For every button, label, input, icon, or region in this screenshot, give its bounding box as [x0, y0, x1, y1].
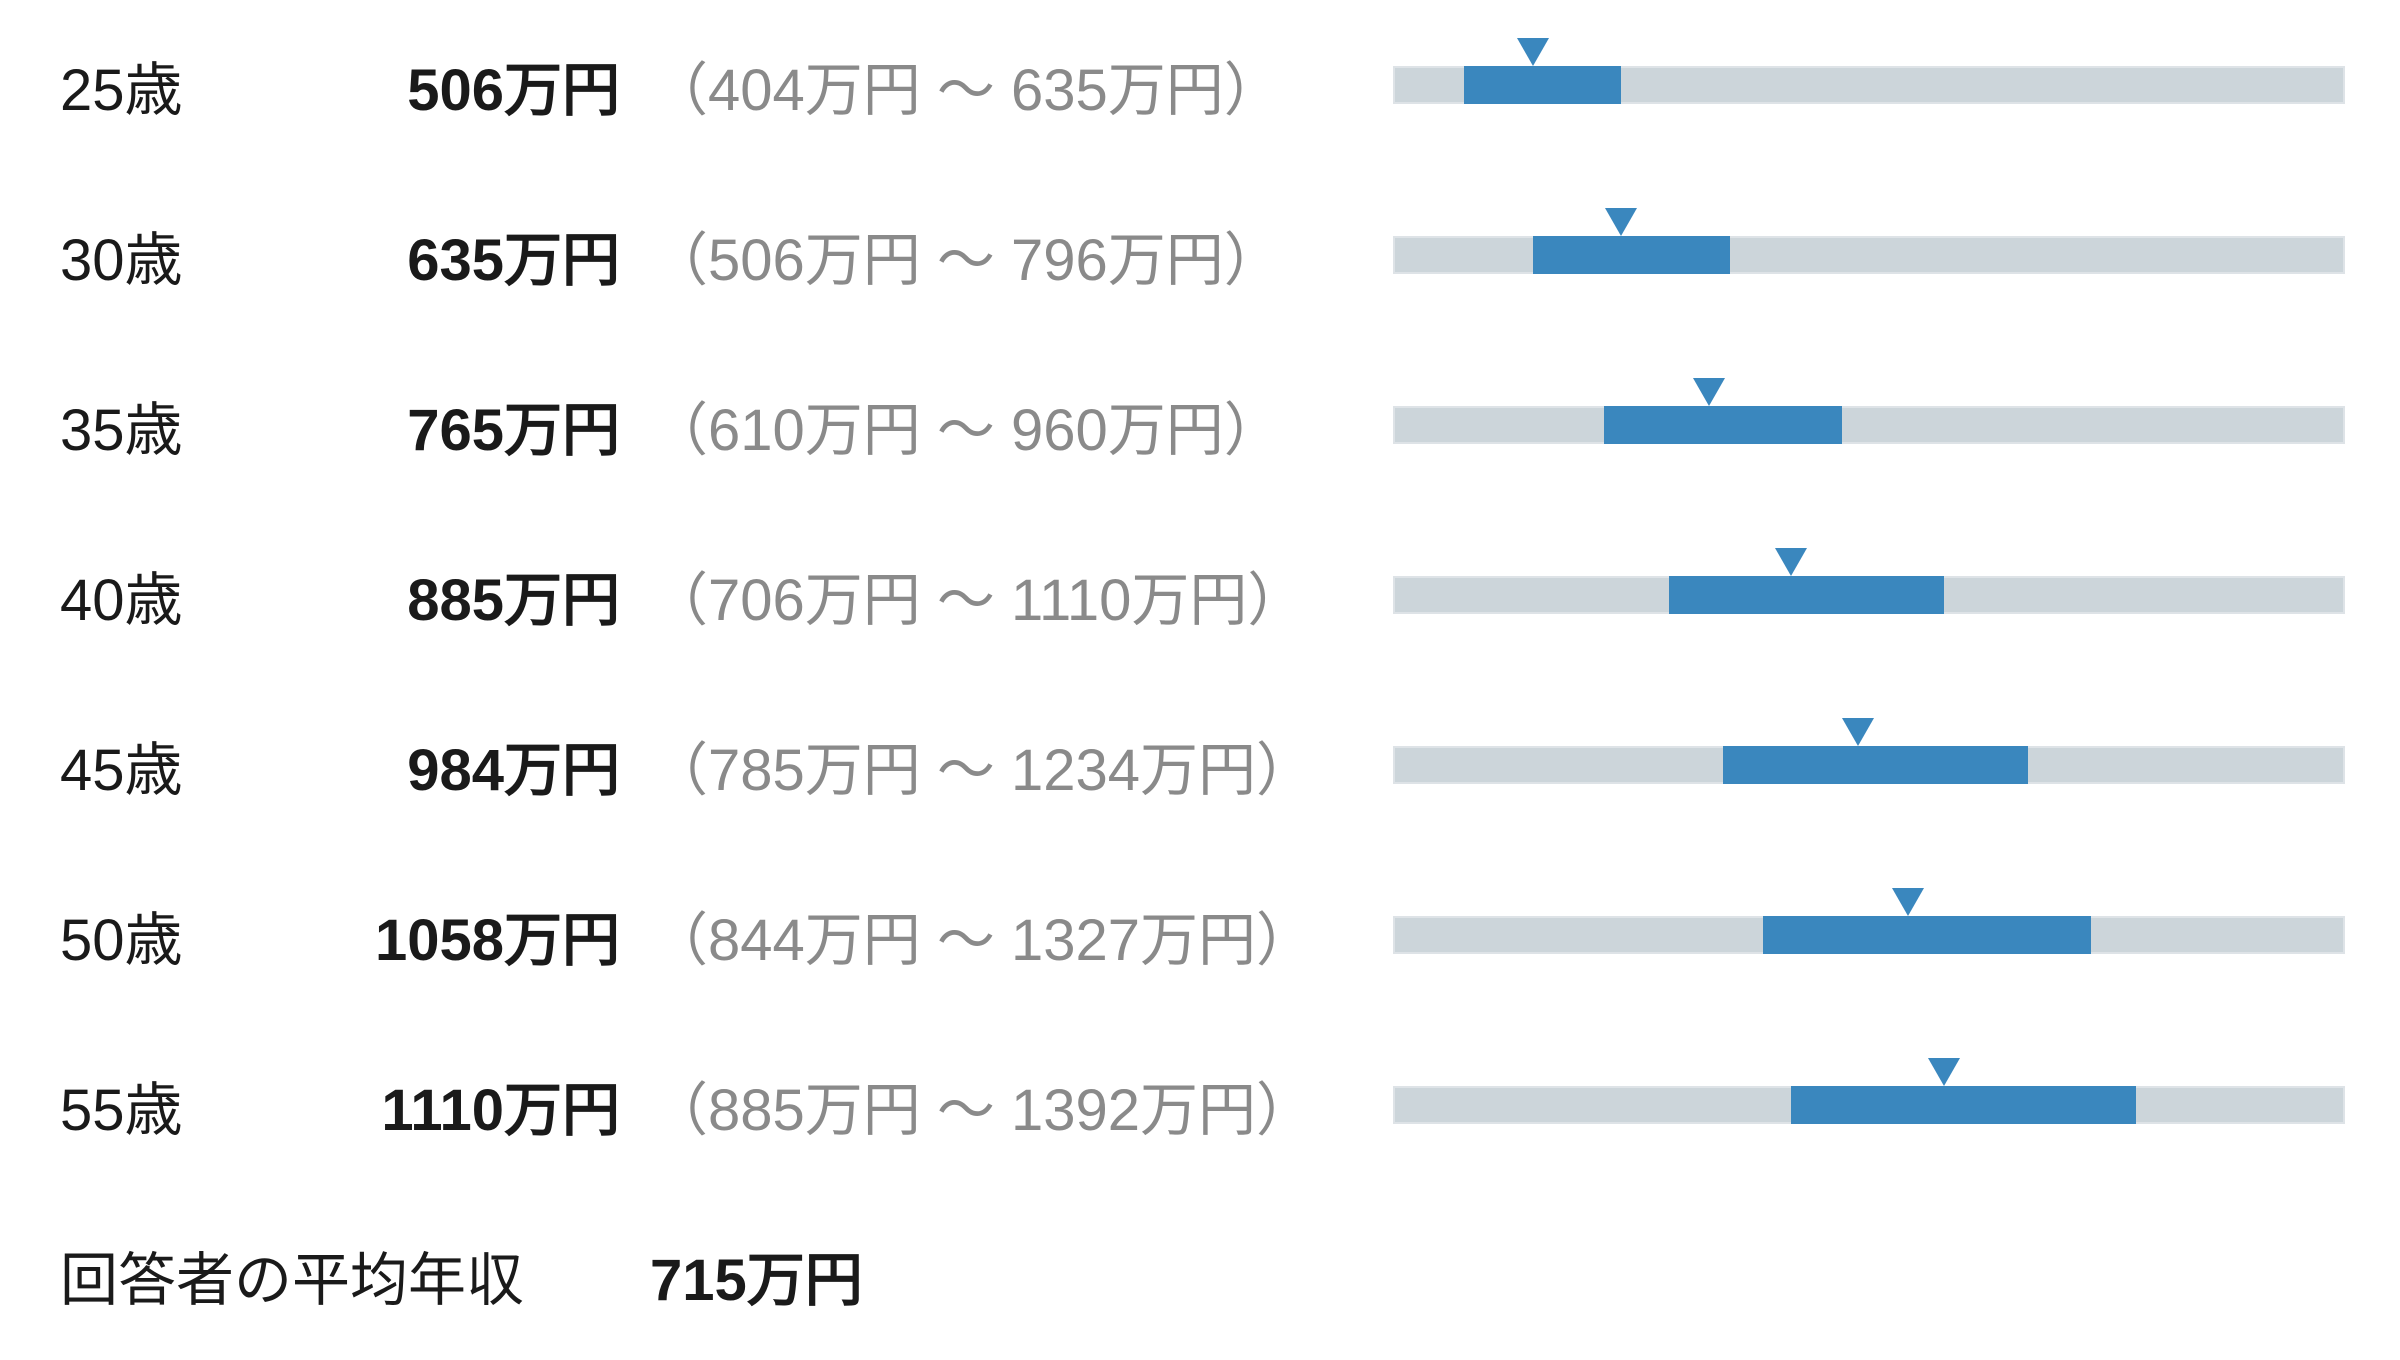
- rows-container: 25歳 506万円 （404万円 ～ 635万円） 30歳 635万円 （506…: [0, 0, 2400, 1190]
- bar-track: [1393, 1058, 2345, 1124]
- age-label: 50歳: [60, 908, 183, 973]
- bar-range-segment: [1790, 1086, 2136, 1124]
- salary-range-text: （885万円 ～ 1392万円）: [650, 1078, 1315, 1143]
- age-row: 40歳 885万円 （706万円 ～ 1110万円）: [0, 510, 2400, 680]
- age-label: 45歳: [60, 738, 183, 803]
- average-salary-value: 984万円: [407, 738, 620, 803]
- salary-range-text: （506万円 ～ 796万円）: [650, 228, 1282, 293]
- bar-track: [1393, 378, 2345, 444]
- bar-range-segment: [1603, 406, 1842, 444]
- average-marker-triangle-icon: [1842, 718, 1875, 746]
- salary-range-text: （706万円 ～ 1110万円）: [650, 568, 1306, 633]
- age-row: 35歳 765万円 （610万円 ～ 960万円）: [0, 340, 2400, 510]
- age-row: 30歳 635万円 （506万円 ～ 796万円）: [0, 170, 2400, 340]
- age-row: 55歳 1110万円 （885万円 ～ 1392万円）: [0, 1020, 2400, 1190]
- bar-range-segment: [1463, 66, 1621, 104]
- bar-range-segment: [1762, 916, 2092, 954]
- bar-track: [1393, 208, 2345, 274]
- bar-track: [1393, 38, 2345, 104]
- footer-label: 回答者の平均年収: [60, 1248, 525, 1313]
- salary-range-text: （844万円 ～ 1327万円）: [650, 908, 1315, 973]
- average-salary-value: 506万円: [407, 58, 620, 123]
- salary-range-text: （404万円 ～ 635万円）: [650, 58, 1282, 123]
- average-marker-triangle-icon: [1693, 378, 1726, 406]
- age-label: 40歳: [60, 568, 183, 633]
- average-marker-triangle-icon: [1774, 548, 1807, 576]
- bar-track: [1393, 718, 2345, 784]
- bar-range-segment: [1533, 236, 1731, 274]
- average-salary-value: 1058万円: [374, 908, 620, 973]
- average-marker-triangle-icon: [1604, 208, 1637, 236]
- bar-track: [1393, 888, 2345, 954]
- footer-row: 回答者の平均年収 715万円: [0, 1190, 2400, 1360]
- salary-range-text: （785万円 ～ 1234万円）: [650, 738, 1315, 803]
- average-marker-triangle-icon: [1927, 1058, 1960, 1086]
- age-label: 30歳: [60, 228, 183, 293]
- age-row: 25歳 506万円 （404万円 ～ 635万円）: [0, 0, 2400, 170]
- average-salary-value: 635万円: [407, 228, 620, 293]
- footer-average-value: 715万円: [650, 1248, 863, 1313]
- age-row: 50歳 1058万円 （844万円 ～ 1327万円）: [0, 850, 2400, 1020]
- age-label: 35歳: [60, 398, 183, 463]
- average-salary-value: 765万円: [407, 398, 620, 463]
- average-marker-triangle-icon: [1517, 38, 1550, 66]
- age-label: 55歳: [60, 1078, 183, 1143]
- average-salary-value: 1110万円: [381, 1078, 620, 1143]
- age-row: 45歳 984万円 （785万円 ～ 1234万円）: [0, 680, 2400, 850]
- age-label: 25歳: [60, 58, 183, 123]
- bar-range-segment: [1669, 576, 1944, 614]
- average-marker-triangle-icon: [1892, 888, 1925, 916]
- salary-range-text: （610万円 ～ 960万円）: [650, 398, 1282, 463]
- bar-track: [1393, 548, 2345, 614]
- average-salary-value: 885万円: [407, 568, 620, 633]
- bar-range-segment: [1722, 746, 2029, 784]
